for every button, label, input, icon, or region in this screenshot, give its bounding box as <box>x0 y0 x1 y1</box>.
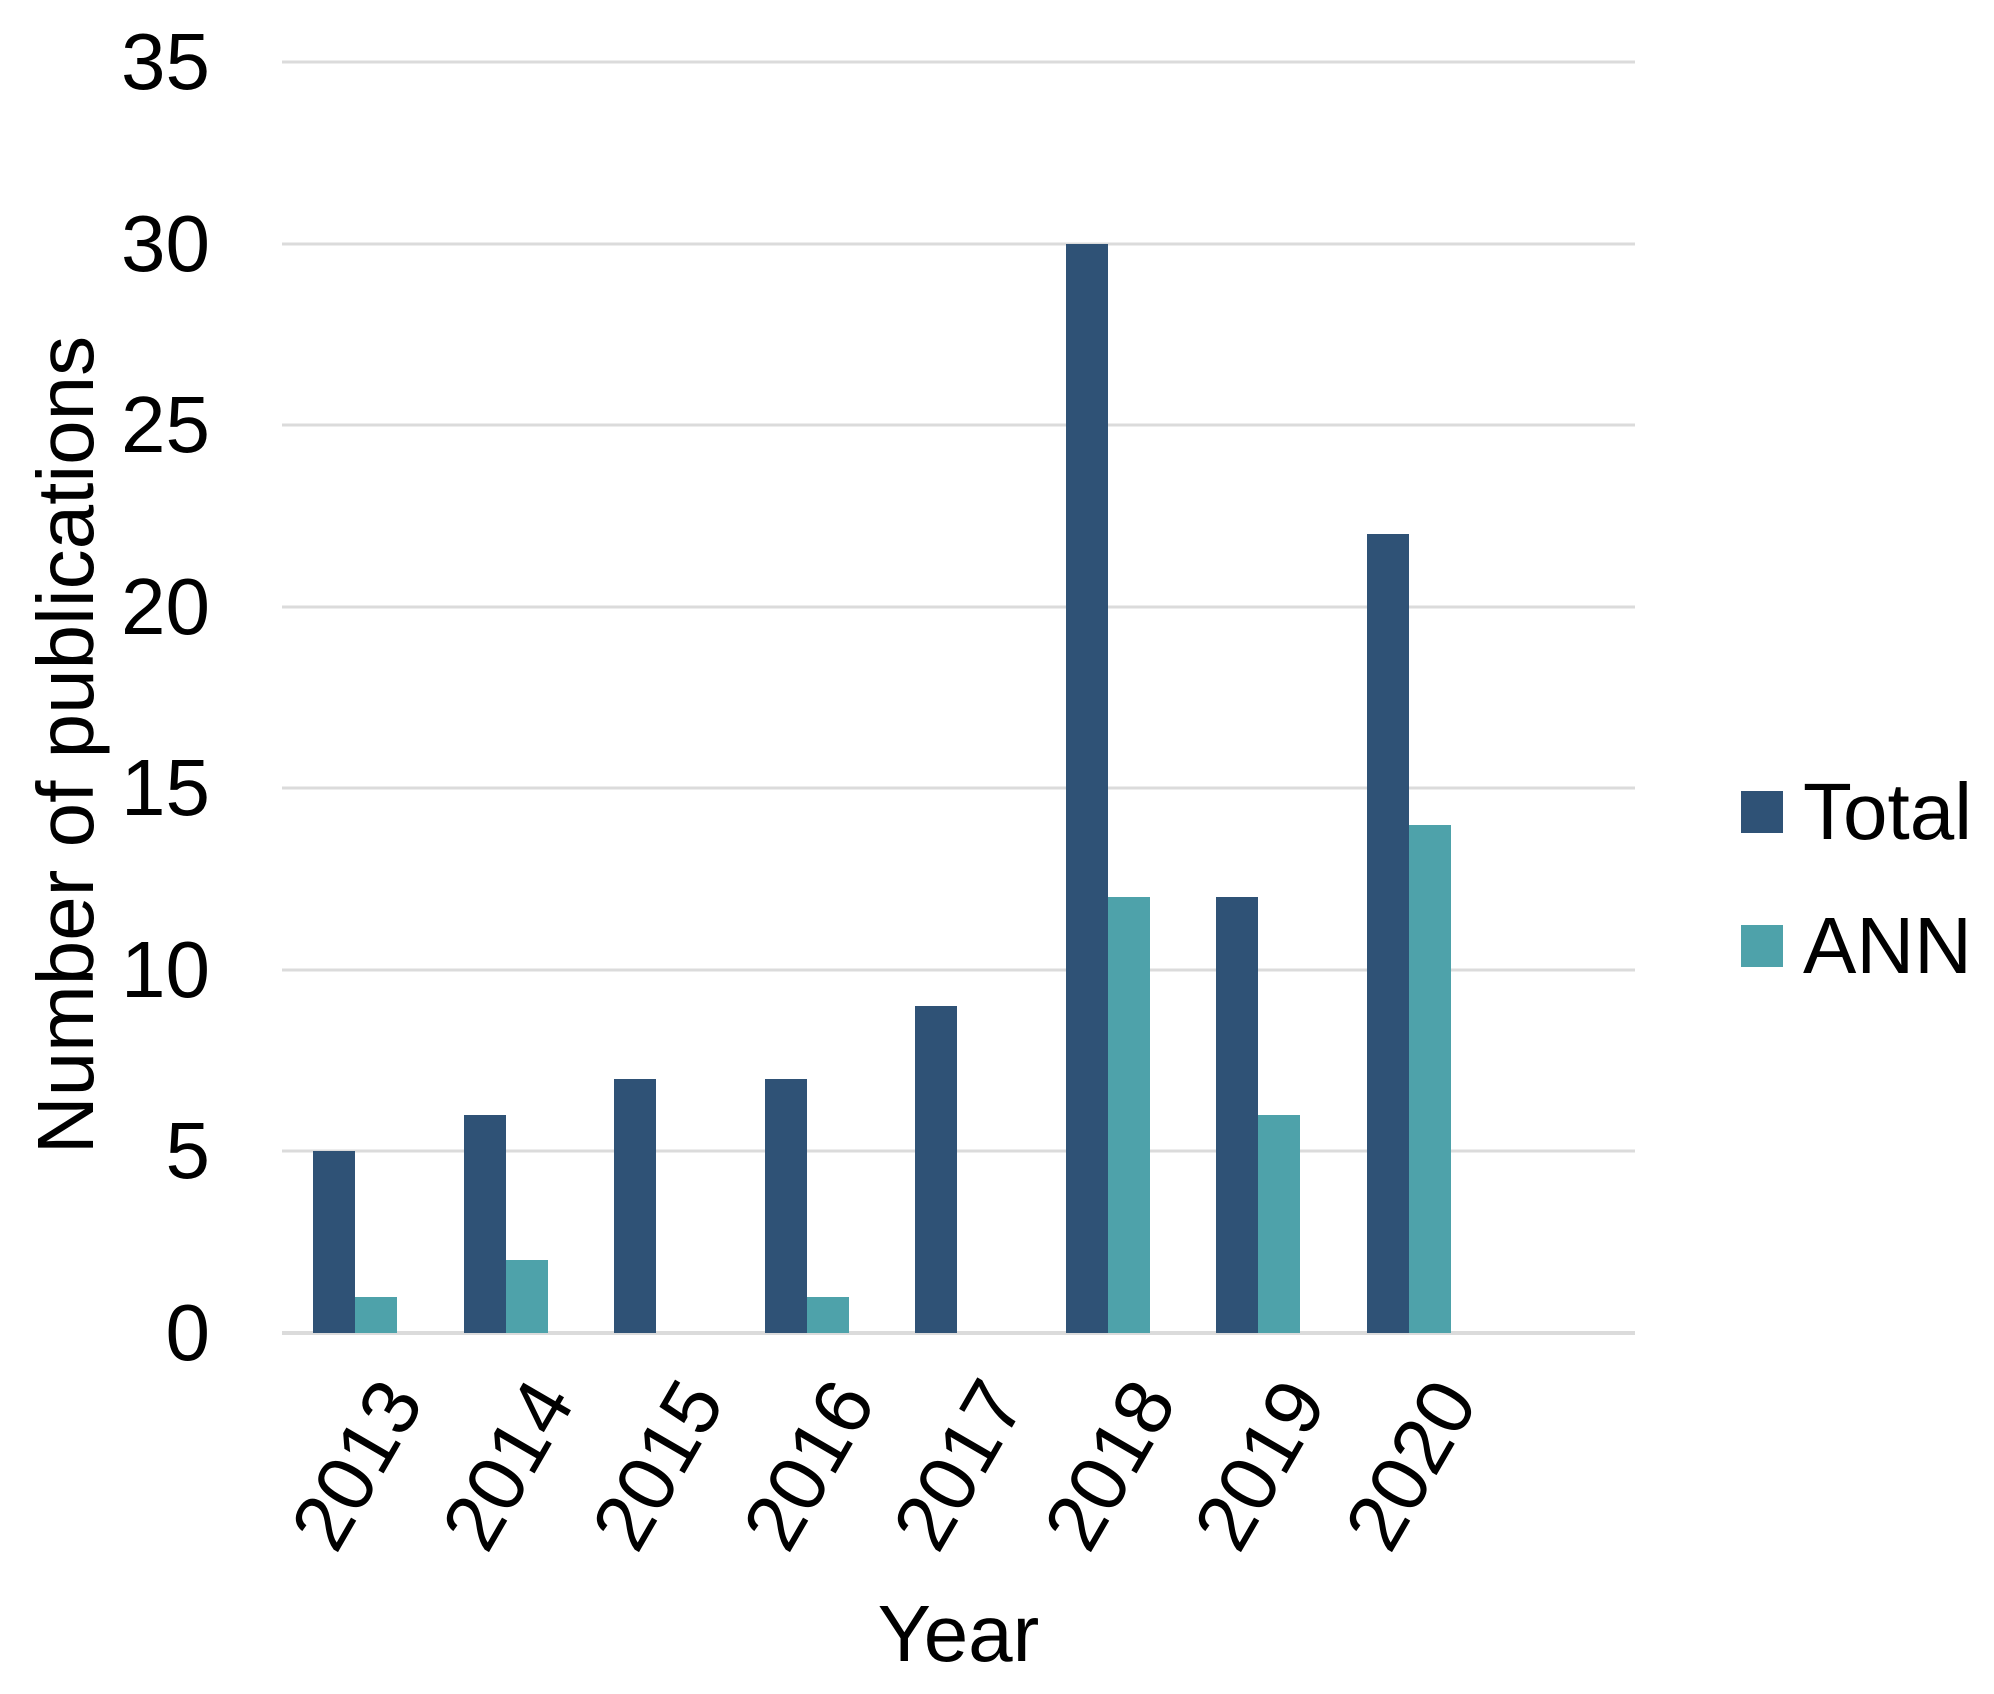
x-tick-label-2017: 2017 <box>875 1365 1043 1565</box>
bar-total-2018 <box>1065 243 1108 1333</box>
y-tick-label-30: 30 <box>121 198 210 288</box>
bar-total-2014 <box>463 1115 506 1333</box>
bar-total-2013 <box>313 1151 355 1333</box>
bar-total-2016 <box>764 1078 807 1333</box>
y-tick-label-15: 15 <box>121 743 210 833</box>
x-tick-label-2019: 2019 <box>1177 1365 1344 1565</box>
gridline-y-10 <box>282 968 1635 972</box>
bar-ann-2016 <box>806 1296 849 1333</box>
x-tick-label-2016: 2016 <box>725 1365 892 1565</box>
x-tick-label-2018: 2018 <box>1026 1365 1193 1565</box>
y-tick-label-10: 10 <box>121 924 210 1014</box>
gridline-y-0 <box>282 1331 1635 1335</box>
bar-ann-2020 <box>1408 824 1451 1333</box>
legend-item-ann: ANN <box>1741 904 1972 988</box>
x-axis-title: Year <box>877 1589 1040 1678</box>
bar-ann-2018 <box>1107 897 1150 1333</box>
x-tick-label-2014: 2014 <box>424 1365 591 1565</box>
bar-total-2017 <box>915 1006 958 1333</box>
bar-ann-2013 <box>355 1296 397 1333</box>
legend-label-ann: ANN <box>1803 901 1972 990</box>
bar-total-2020 <box>1366 534 1409 1333</box>
y-tick-label-35: 35 <box>121 17 210 106</box>
gridline-y-30 <box>282 242 1635 246</box>
gridline-y-5 <box>282 1149 1635 1153</box>
plot-area <box>282 60 1635 1335</box>
bar-total-2019 <box>1216 897 1259 1333</box>
bar-total-2015 <box>614 1078 657 1333</box>
gridline-y-35 <box>282 60 1635 64</box>
bar-ann-2019 <box>1258 1115 1301 1333</box>
gridline-y-25 <box>282 423 1635 427</box>
bar-ann-2014 <box>505 1260 548 1333</box>
y-tick-label-25: 25 <box>121 380 210 470</box>
y-tick-label-20: 20 <box>121 561 210 651</box>
gridline-y-20 <box>282 605 1635 609</box>
x-tick-label-2020: 2020 <box>1327 1365 1494 1565</box>
y-tick-label-5: 5 <box>165 1106 211 1196</box>
legend-label-total: Total <box>1803 767 1972 856</box>
y-tick-label-0: 0 <box>165 1288 211 1377</box>
x-tick-label-2015: 2015 <box>574 1365 741 1565</box>
gridline-y-15 <box>282 786 1635 790</box>
legend-item-total: Total <box>1741 770 1972 854</box>
legend-swatch-total <box>1741 791 1783 833</box>
x-tick-label-2013: 2013 <box>273 1365 440 1565</box>
legend-swatch-ann <box>1741 925 1783 967</box>
